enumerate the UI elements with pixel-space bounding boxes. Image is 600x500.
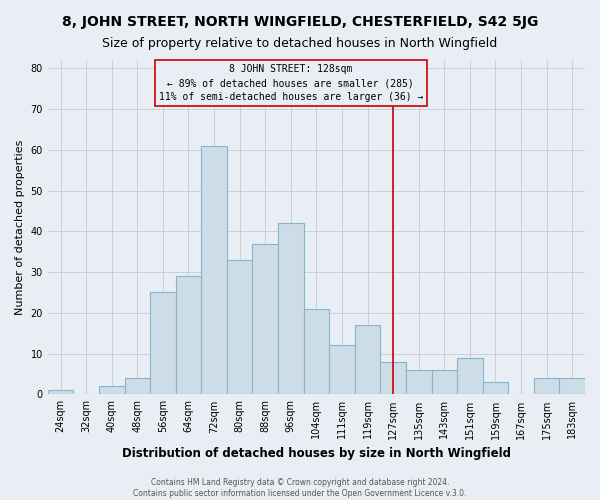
Bar (150, 292, 176, 394)
Bar (559, 378, 585, 394)
Bar (278, 223, 304, 394)
Text: Contains HM Land Registry data © Crown copyright and database right 2024.
Contai: Contains HM Land Registry data © Crown c… (133, 478, 467, 498)
Text: 8 JOHN STREET: 128sqm
← 89% of detached houses are smaller (285)
11% of semi-det: 8 JOHN STREET: 128sqm ← 89% of detached … (158, 64, 423, 102)
Y-axis label: Number of detached properties: Number of detached properties (15, 140, 25, 315)
Bar (457, 358, 482, 395)
Bar (176, 276, 201, 394)
Bar (304, 309, 329, 394)
Bar (125, 378, 150, 394)
Bar (534, 378, 559, 394)
X-axis label: Distribution of detached houses by size in North Wingfield: Distribution of detached houses by size … (122, 447, 511, 460)
Bar (482, 382, 508, 394)
Bar (406, 370, 431, 394)
Bar (48, 390, 73, 394)
Bar (329, 346, 355, 395)
Bar (253, 244, 278, 394)
Bar (201, 146, 227, 394)
Text: 8, JOHN STREET, NORTH WINGFIELD, CHESTERFIELD, S42 5JG: 8, JOHN STREET, NORTH WINGFIELD, CHESTER… (62, 15, 538, 29)
Bar (431, 370, 457, 394)
Bar (355, 325, 380, 394)
Text: Size of property relative to detached houses in North Wingfield: Size of property relative to detached ho… (103, 38, 497, 51)
Bar (99, 386, 125, 394)
Bar (380, 362, 406, 394)
Bar (227, 260, 253, 394)
